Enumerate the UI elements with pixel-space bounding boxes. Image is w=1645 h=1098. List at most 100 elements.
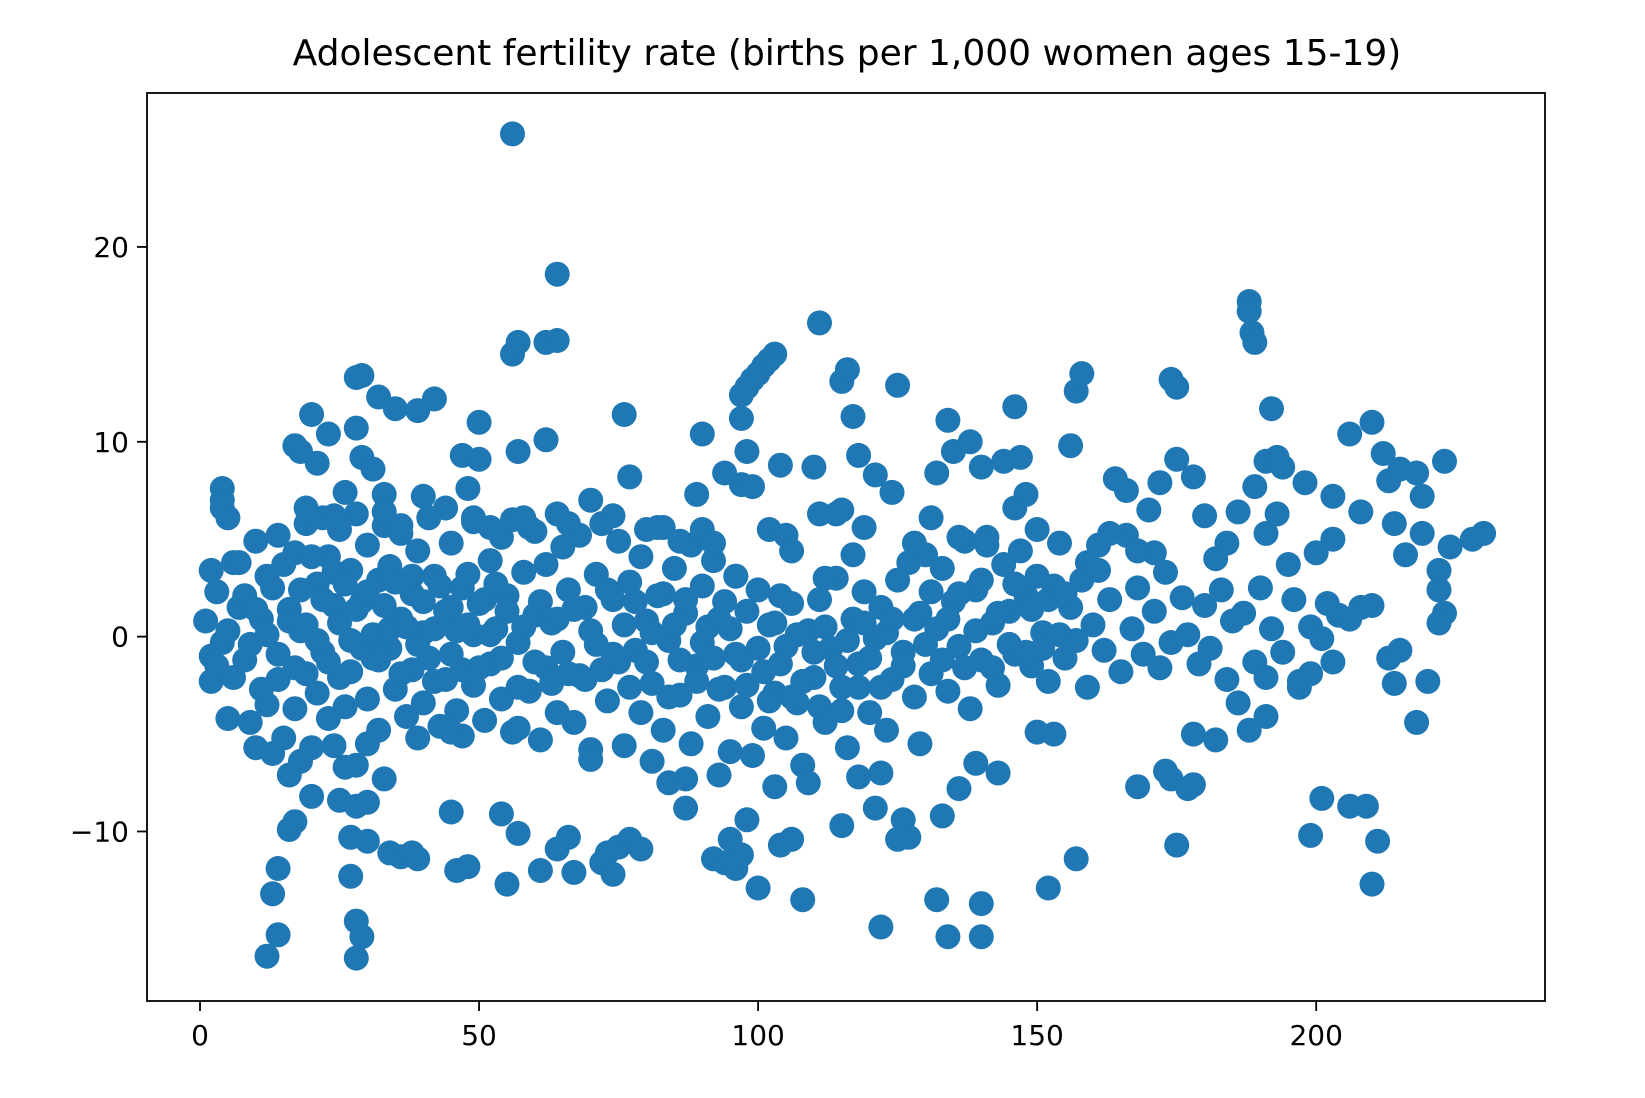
data-point — [1024, 517, 1050, 542]
data-point — [527, 727, 553, 753]
data-point — [935, 606, 961, 632]
data-point — [371, 499, 397, 525]
data-point — [929, 803, 955, 829]
data-point — [1225, 499, 1251, 525]
data-point — [673, 587, 699, 613]
data-point — [1225, 690, 1251, 716]
data-point — [946, 524, 972, 550]
data-point — [1415, 668, 1441, 694]
data-point — [522, 518, 548, 544]
data-point — [779, 538, 805, 564]
data-point — [728, 382, 754, 408]
data-point — [455, 476, 481, 501]
data-point — [477, 622, 503, 648]
data-point — [1242, 329, 1268, 355]
x-tick-label: 150 — [1010, 1019, 1063, 1052]
y-tick-label: 10 — [93, 426, 129, 459]
data-point — [321, 503, 347, 529]
data-point — [1231, 600, 1257, 626]
data-point — [728, 842, 754, 868]
data-point — [550, 639, 576, 665]
data-point — [1080, 612, 1106, 638]
data-point — [1365, 828, 1391, 854]
data-point — [1253, 704, 1279, 729]
data-point — [907, 731, 933, 757]
data-point — [823, 653, 849, 679]
data-point — [846, 764, 872, 790]
data-point — [1069, 361, 1095, 387]
data-point — [801, 454, 827, 480]
data-point — [343, 415, 369, 441]
data-point — [466, 409, 492, 435]
data-point — [533, 552, 559, 577]
data-point — [354, 686, 380, 712]
x-tick-label: 200 — [1289, 1019, 1342, 1052]
data-point — [1286, 668, 1312, 694]
data-point — [410, 589, 436, 615]
data-point — [924, 887, 950, 913]
data-point — [271, 552, 297, 577]
data-point — [1303, 540, 1329, 566]
data-point — [1309, 626, 1335, 652]
data-point — [829, 698, 855, 724]
data-point — [1047, 622, 1072, 648]
data-point — [946, 581, 972, 607]
data-point — [204, 579, 230, 605]
data-point — [1292, 470, 1318, 496]
data-point — [1097, 587, 1123, 613]
data-point — [505, 674, 531, 700]
data-point — [807, 310, 832, 336]
data-point — [756, 688, 782, 714]
data-point — [421, 616, 447, 642]
data-point — [868, 674, 894, 700]
data-point — [1381, 511, 1407, 537]
data-point — [1393, 542, 1418, 568]
data-point — [438, 594, 464, 620]
data-point — [807, 694, 832, 720]
data-point — [1030, 635, 1056, 661]
data-point — [1208, 577, 1234, 603]
data-point — [885, 372, 911, 398]
data-point — [511, 559, 537, 585]
data-point — [751, 715, 777, 741]
data-point — [215, 618, 241, 644]
data-point — [918, 505, 944, 531]
data-point — [282, 655, 308, 681]
data-point — [734, 672, 760, 698]
data-point — [488, 801, 514, 827]
data-point — [834, 357, 860, 383]
data-point — [1426, 610, 1452, 636]
data-point — [433, 495, 459, 521]
data-point — [1108, 659, 1134, 685]
data-point — [985, 600, 1011, 626]
data-point — [980, 655, 1005, 681]
data-point — [477, 548, 503, 574]
data-point — [1275, 552, 1301, 577]
data-point — [561, 709, 587, 735]
data-point — [578, 746, 604, 772]
data-point — [243, 596, 269, 622]
data-point — [628, 836, 654, 862]
data-point — [874, 717, 899, 743]
data-point — [717, 739, 743, 765]
data-point — [952, 655, 978, 681]
data-point — [444, 698, 470, 724]
data-point — [438, 530, 464, 556]
data-point — [466, 446, 492, 472]
data-point — [271, 725, 297, 751]
data-point — [555, 824, 581, 850]
data-point — [349, 363, 375, 388]
data-point — [254, 622, 280, 648]
data-point — [1113, 478, 1139, 503]
data-point — [1203, 546, 1229, 572]
data-point — [533, 427, 559, 453]
data-point — [801, 639, 827, 665]
data-point — [500, 121, 525, 147]
data-point — [421, 386, 447, 412]
data-point — [1035, 668, 1061, 694]
data-point — [689, 573, 715, 599]
data-point — [974, 532, 1000, 558]
data-point — [667, 528, 693, 554]
data-point — [1180, 772, 1206, 798]
